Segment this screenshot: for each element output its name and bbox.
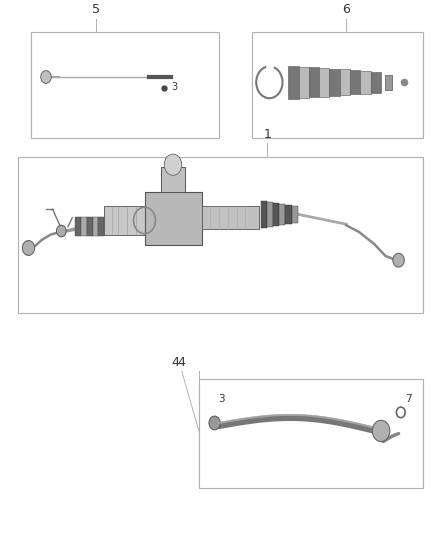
Bar: [99, 217, 104, 236]
Circle shape: [22, 240, 35, 255]
Text: 6: 6: [342, 3, 350, 16]
Bar: [360, 71, 371, 94]
Bar: [309, 67, 319, 97]
Bar: [350, 70, 360, 94]
Bar: [340, 69, 350, 95]
Text: 4: 4: [178, 356, 186, 369]
Bar: [279, 204, 286, 225]
Bar: [286, 205, 292, 224]
Bar: [319, 68, 329, 96]
Bar: [75, 217, 81, 236]
Circle shape: [372, 421, 390, 441]
Bar: [161, 167, 185, 192]
Bar: [81, 217, 87, 236]
Bar: [104, 206, 145, 235]
Text: 4: 4: [171, 356, 179, 369]
Bar: [267, 203, 273, 227]
Text: 3: 3: [171, 82, 177, 92]
Bar: [202, 206, 259, 229]
Bar: [145, 192, 202, 245]
Text: 1: 1: [263, 127, 271, 141]
Circle shape: [209, 416, 220, 430]
Bar: [252, 32, 423, 138]
Bar: [18, 157, 423, 313]
Text: 5: 5: [92, 3, 100, 16]
Bar: [371, 71, 381, 93]
Bar: [273, 203, 279, 226]
Bar: [261, 201, 267, 228]
Bar: [329, 69, 340, 96]
Bar: [87, 217, 93, 236]
Circle shape: [41, 70, 51, 83]
Bar: [288, 66, 299, 99]
Bar: [299, 67, 309, 98]
Bar: [292, 206, 298, 223]
Bar: [385, 75, 392, 90]
Text: 3: 3: [218, 394, 225, 404]
Circle shape: [57, 225, 66, 237]
Text: 7: 7: [405, 394, 412, 404]
Circle shape: [164, 154, 182, 175]
Circle shape: [393, 253, 404, 267]
Bar: [31, 32, 219, 138]
Bar: [199, 379, 423, 488]
Bar: [93, 217, 99, 236]
